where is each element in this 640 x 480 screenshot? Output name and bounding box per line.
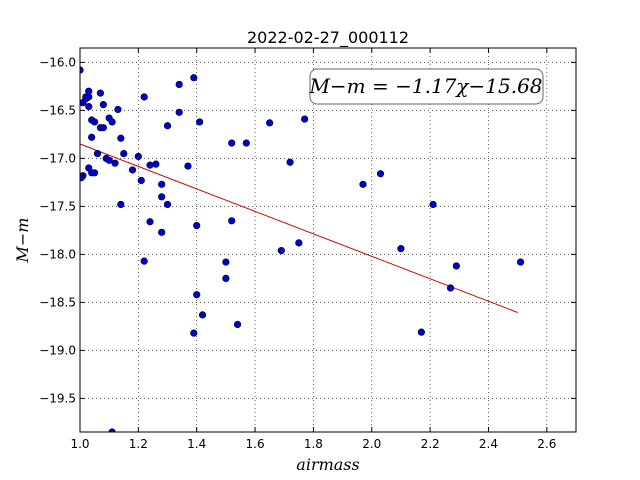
data-point (114, 105, 122, 114)
y-tick-label: −18.5 (39, 295, 76, 309)
data-point (429, 200, 437, 209)
y-tick-label: −18.0 (39, 247, 76, 261)
data-point (359, 180, 367, 188)
y-tick-label: −16.5 (39, 103, 76, 117)
data-point (96, 89, 105, 97)
data-points (80, 66, 525, 432)
data-point (516, 258, 525, 266)
y-axis-label: M−m (13, 218, 32, 264)
x-tick-label: 2.4 (479, 437, 498, 451)
fit-equation-frame (309, 68, 544, 105)
data-point (228, 217, 236, 225)
data-point (140, 93, 148, 101)
data-point (175, 80, 183, 89)
data-point (417, 328, 425, 336)
data-point (190, 329, 198, 337)
x-tick-label: 2.0 (362, 437, 381, 451)
data-point (108, 428, 116, 432)
data-point (108, 118, 116, 126)
data-point (277, 246, 285, 255)
data-point (80, 66, 84, 74)
data-point (120, 150, 128, 158)
fit-line (79, 143, 518, 313)
y-tick-label: −19.0 (39, 343, 76, 357)
y-tick-label: −17.0 (39, 151, 76, 165)
ticks: 1.0 1.2 1.4 1.6 1.8 2.0 2.2 2.4 2.6 −16.0 −16.5 −17… (39, 48, 576, 451)
data-point (137, 176, 145, 185)
data-point (88, 133, 96, 141)
data-point (175, 108, 183, 116)
data-point (90, 118, 99, 126)
data-point (105, 156, 113, 164)
data-point (193, 291, 201, 299)
x-tick-label: 1.0 (70, 437, 89, 451)
data-point (158, 180, 166, 188)
data-point (397, 245, 405, 253)
data-point (80, 174, 86, 182)
data-point (286, 158, 294, 166)
data-point (158, 228, 166, 236)
data-point (117, 134, 125, 142)
data-point (266, 119, 274, 127)
data-point (446, 284, 455, 292)
data-point (222, 274, 230, 283)
chart-title: 2022-02-27_000112 (247, 28, 409, 48)
data-point (152, 160, 160, 168)
plot-frame (79, 47, 577, 433)
data-point (140, 257, 148, 265)
fit-equation-box: M−m = −1.17χ−15.68 (308, 68, 544, 105)
data-point (193, 222, 201, 230)
data-point (228, 139, 236, 147)
x-tick-label: 1.6 (246, 437, 265, 451)
data-point (452, 262, 460, 270)
data-point (146, 161, 154, 169)
data-point (196, 118, 204, 126)
data-point (242, 139, 250, 147)
fit-layer (79, 143, 518, 313)
x-tick-label: 2.2 (421, 437, 440, 451)
data-point (99, 101, 107, 109)
y-tick-label: −16.0 (39, 55, 76, 69)
x-tick-label: 1.2 (129, 437, 148, 451)
data-point (99, 124, 107, 132)
x-tick-label: 1.8 (304, 437, 323, 451)
data-point (93, 150, 102, 158)
data-point (163, 200, 172, 209)
x-tick-label: 1.4 (187, 437, 206, 451)
data-point (190, 74, 198, 82)
y-tick-label: −17.5 (39, 199, 76, 213)
data-point (184, 162, 192, 170)
data-point (163, 122, 172, 130)
data-point (198, 311, 207, 319)
x-tick-label: 2.6 (537, 437, 556, 451)
data-point (233, 320, 242, 329)
data-point (111, 159, 119, 167)
data-point (158, 193, 166, 201)
fit-equation-text: M−m = −1.17χ−15.68 (308, 74, 542, 98)
y-tick-label: −19.5 (39, 391, 76, 405)
data-point (222, 258, 230, 266)
x-axis-label: airmass (296, 455, 359, 474)
data-point (117, 200, 125, 209)
data-point (90, 169, 99, 177)
data-point (376, 170, 385, 178)
data-point (295, 239, 303, 247)
data-point (146, 218, 154, 226)
data-point (134, 152, 142, 161)
data-point (301, 115, 309, 123)
data-point (85, 102, 93, 111)
data-point (82, 93, 90, 101)
data-point (128, 166, 137, 174)
grid (79, 48, 576, 432)
